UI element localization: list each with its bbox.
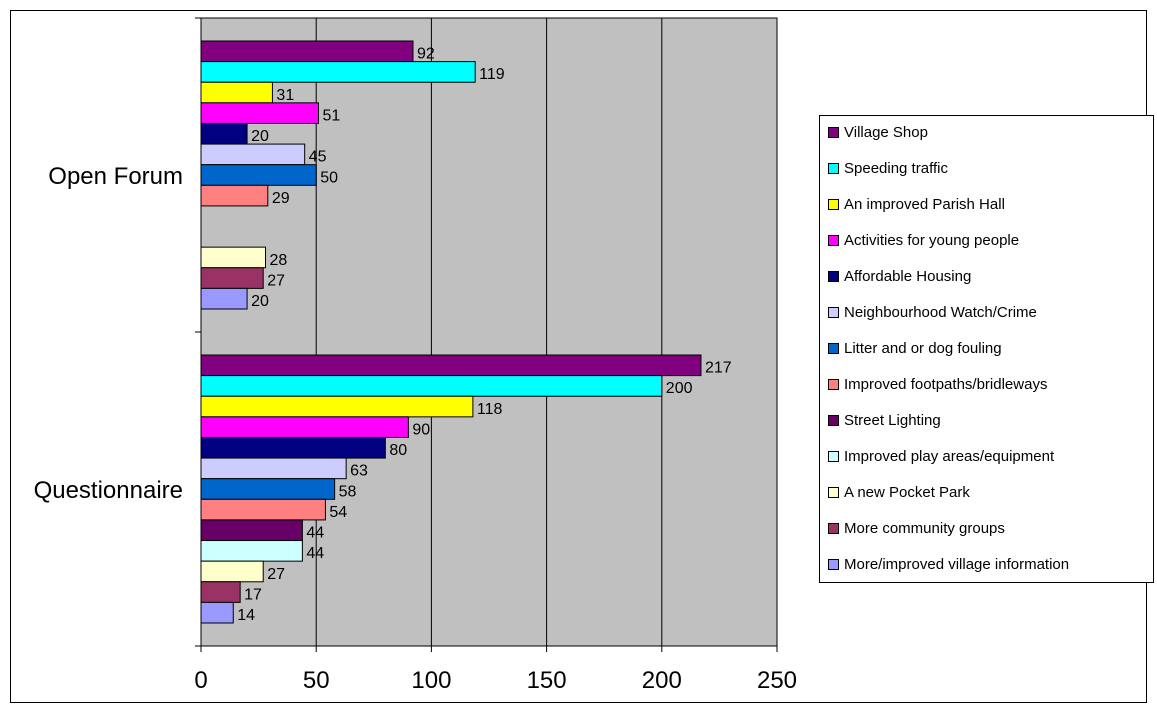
data-label: 119 [479,66,505,83]
legend-swatch [828,486,839,498]
legend-swatch [828,522,839,534]
data-label: 44 [306,545,324,562]
bar [200,416,409,438]
legend-item: More community groups [828,518,1005,538]
chart-legend: Village Shop Speeding traffic An improved … [819,115,1154,583]
data-label: 51 [323,107,341,124]
legend-label: Improved play areas/equipment [844,447,1055,465]
legend-item: A new Pocket Park [828,482,970,502]
data-label: 54 [329,504,347,521]
legend-label: Affordable Housing [844,267,972,285]
data-label: 92 [417,46,435,63]
legend-swatch [828,198,839,210]
bar [200,246,267,269]
data-label: 63 [350,463,368,480]
legend-item: Speeding traffic [828,158,948,178]
data-label: 200 [666,380,693,397]
bar [200,102,320,124]
data-label: 45 [309,149,327,166]
bar [200,267,264,289]
legend-item: Litter and or dog fouling [828,338,1002,358]
y-category-label: Questionnaire [34,477,183,504]
bar [200,540,303,562]
bar [200,122,248,145]
x-tick-label: 100 [411,667,451,694]
y-category-label: Open Forum [48,163,183,190]
x-tick-label: 50 [303,667,330,694]
legend-item: Activities for young people [828,230,1019,250]
data-label: 31 [276,87,294,104]
bar [200,601,234,624]
x-tick-label: 0 [194,667,207,694]
legend-label: More community groups [844,519,1005,537]
legend-label: A new Pocket Park [844,483,970,501]
bar [200,40,414,63]
legend-swatch [828,414,839,426]
legend-item: More/improved village information [828,554,1069,574]
bar [200,81,273,104]
legend-item: Improved play areas/equipment [828,446,1054,466]
legend-item: Village Shop [828,122,928,142]
data-label: 118 [477,401,503,418]
legend-label: Village Shop [844,123,928,141]
legend-swatch [828,234,839,246]
x-tick-label: 150 [527,667,567,694]
data-label: 217 [705,360,732,377]
legend-swatch [828,306,839,318]
legend-label: Street Lighting [844,411,941,429]
legend-swatch [828,270,839,282]
bar [200,395,474,418]
bar [200,354,702,377]
legend-label: An improved Parish Hall [844,195,1005,213]
bar [200,436,386,459]
legend-item: Neighbourhood Watch/Crime [828,302,1037,322]
data-label: 20 [251,128,269,145]
legend-item: Affordable Housing [828,266,971,286]
bar [200,581,241,603]
bar [200,61,476,83]
data-label: 20 [251,293,269,310]
legend-swatch [828,162,839,174]
data-label: 17 [244,586,262,603]
data-label: 58 [339,483,357,500]
legend-swatch [828,450,839,462]
x-tick-label: 200 [642,667,682,694]
legend-item: Street Lighting [828,410,941,430]
legend-swatch [828,378,839,390]
data-label: 50 [320,169,338,186]
data-label: 28 [270,252,288,269]
bar [200,478,336,500]
data-label: 29 [272,190,290,207]
legend-item: Improved footpaths/bridleways [828,374,1047,394]
bar [200,184,269,207]
legend-label: Improved footpaths/bridleways [844,375,1048,393]
legend-label: More/improved village information [844,555,1070,573]
legend-label: Speeding traffic [844,159,948,177]
data-label: 44 [306,525,324,542]
legend-item: An improved Parish Hall [828,194,1005,214]
legend-label: Litter and or dog fouling [844,339,1002,357]
x-tick-label: 250 [757,667,797,694]
data-label: 27 [267,272,285,289]
bar [200,560,264,583]
data-label: 80 [389,442,407,459]
legend-label: Neighbourhood Watch/Crime [844,303,1037,321]
legend-swatch [828,126,839,138]
bar [200,143,306,166]
legend-label: Activities for young people [844,231,1020,249]
legend-swatch [828,558,839,570]
data-label: 14 [237,607,255,624]
legend-swatch [828,342,839,354]
bar [200,164,317,186]
bar [200,457,347,480]
bar [200,375,663,397]
bar [200,287,248,310]
data-label: 90 [412,421,430,438]
data-label: 27 [267,566,285,583]
bar [200,519,303,542]
bar [200,498,326,521]
